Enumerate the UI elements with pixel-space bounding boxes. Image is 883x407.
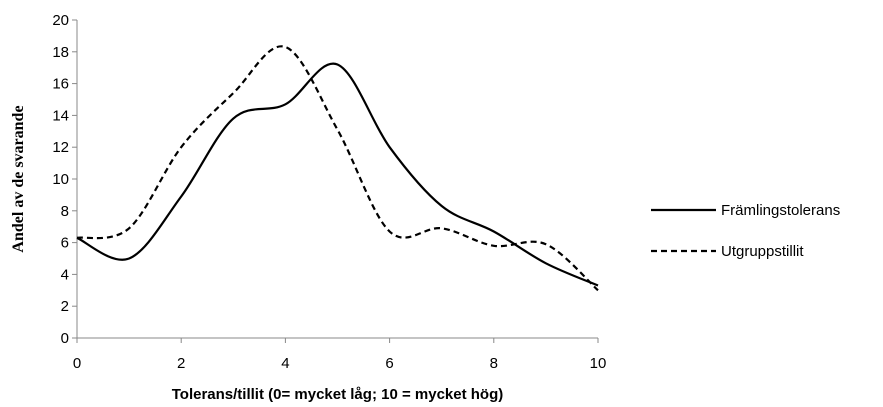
x-tick-label: 10 (590, 355, 607, 372)
x-tick-label: 0 (73, 355, 81, 372)
series-line-1 (76, 45, 599, 292)
series-layer (76, 45, 599, 292)
legend-label-0: Främlingstolerans (721, 202, 840, 219)
y-tick-label: 8 (61, 203, 69, 220)
y-tick-label: 14 (52, 107, 69, 124)
x-tick-label: 8 (490, 355, 498, 372)
y-tick-label: 18 (52, 44, 69, 61)
y-tick-label: 2 (61, 298, 69, 315)
y-tick-label: 10 (52, 171, 69, 188)
y-tick-label: 12 (52, 139, 69, 156)
y-tick-label: 0 (61, 330, 69, 347)
y-tick-label: 20 (52, 12, 69, 29)
series-line-0 (76, 62, 599, 287)
y-ticks: 0 2 4 6 8 10 12 14 16 18 20 (52, 12, 77, 347)
x-ticks: 0 2 4 6 8 10 (73, 338, 607, 372)
y-tick-label: 16 (52, 76, 69, 93)
x-tick-label: 6 (385, 355, 393, 372)
legend-label-1: Utgruppstillit (721, 243, 804, 260)
x-tick-label: 4 (281, 355, 289, 372)
y-tick-label: 4 (61, 266, 69, 283)
x-axis-label: Tolerans/tillit (0= mycket låg; 10 = myc… (172, 386, 504, 403)
y-tick-label: 6 (61, 235, 69, 252)
legend: Främlingstolerans Utgruppstillit (651, 202, 840, 260)
axes (76, 20, 598, 339)
y-axis-label: Andel av de svarande (10, 105, 27, 252)
x-tick-label: 2 (177, 355, 185, 372)
